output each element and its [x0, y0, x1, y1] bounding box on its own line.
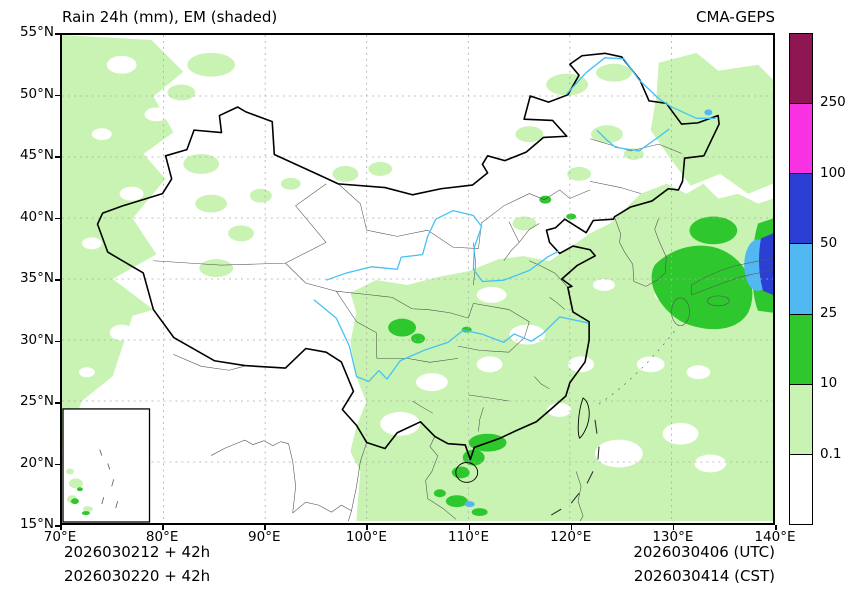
x-tick-label: 130°E: [652, 529, 694, 545]
x-tick-label: 140°E: [754, 529, 796, 545]
valid-time-cst: 2026030414 (CST): [633, 567, 775, 585]
x-tick-mark: [264, 525, 266, 530]
y-tick-label: 25°N: [19, 393, 54, 409]
x-tick-label: 70°E: [43, 529, 77, 545]
x-tick-label: 100°E: [345, 529, 387, 545]
colorbar-segment: [790, 173, 812, 244]
map-plot-area: [60, 33, 775, 525]
x-tick-mark: [468, 525, 471, 530]
y-tick-mark: [55, 340, 60, 342]
colorbar-tick-label: 10: [820, 375, 838, 392]
nine-dash-line: [550, 419, 600, 516]
x-tick-label: 90°E: [248, 529, 281, 545]
graticule-gridlines: [62, 35, 773, 523]
y-tick-mark: [55, 279, 60, 281]
y-tick-label: 40°N: [19, 208, 54, 225]
y-tick-label: 55°N: [19, 24, 54, 40]
colorbar-segment: [790, 34, 812, 104]
y-tick-label: 20°N: [19, 454, 54, 471]
colorbar-segment: [790, 453, 812, 524]
x-tick-mark: [570, 525, 573, 530]
colorbar-tick-label: 100: [820, 164, 846, 181]
y-tick-label: 45°N: [19, 147, 54, 163]
colorbar-tick-label: 250: [820, 94, 846, 111]
y-tick-mark: [55, 33, 60, 35]
y-tick-label: 35°N: [19, 270, 54, 286]
y-tick-mark: [55, 156, 60, 158]
y-tick-mark: [55, 525, 60, 527]
y-tick-label: 30°N: [19, 331, 54, 348]
colorbar-tick-label: 0.1: [820, 445, 842, 462]
rivers: [313, 57, 716, 383]
colorbar-segment: [790, 383, 812, 454]
y-tick-label: 50°N: [19, 85, 54, 102]
x-tick-mark: [60, 525, 62, 530]
colorbar-segment: [790, 313, 812, 384]
x-tick-label: 120°E: [550, 529, 592, 545]
colorbar-tick-label: 25: [820, 305, 838, 322]
y-tick-mark: [55, 463, 60, 465]
x-tick-label: 80°E: [145, 529, 179, 545]
x-tick-label: 110°E: [448, 529, 490, 545]
model-name-label: CMA-GEPS: [696, 8, 775, 26]
x-tick-mark: [366, 525, 368, 530]
colorbar: [789, 33, 813, 525]
figure-title: Rain 24h (mm), EM (shaded): [62, 8, 278, 26]
china-border: [96, 52, 720, 483]
x-tick-mark: [162, 525, 164, 530]
rain-shading-gaps: [78, 55, 727, 473]
init-time-cst: 2026030220 + 42h: [64, 567, 211, 585]
map-canvas: [62, 35, 773, 523]
y-tick-label: 15°N: [19, 516, 54, 532]
valid-time-utc: 2026030406 (UTC): [633, 543, 775, 561]
init-time-utc: 2026030212 + 42h: [64, 543, 211, 561]
south-china-sea-inset: [62, 408, 151, 523]
colorbar-segment: [790, 243, 812, 314]
colorbar-tick-label: 50: [820, 234, 838, 251]
foreign-borders: [173, 216, 773, 522]
rain-shading-intense: [759, 233, 773, 295]
y-tick-mark: [55, 94, 60, 96]
x-tick-mark: [775, 525, 777, 530]
colorbar-segment: [790, 103, 812, 174]
y-tick-mark: [55, 217, 60, 219]
x-tick-mark: [672, 525, 675, 530]
y-tick-mark: [55, 402, 60, 404]
